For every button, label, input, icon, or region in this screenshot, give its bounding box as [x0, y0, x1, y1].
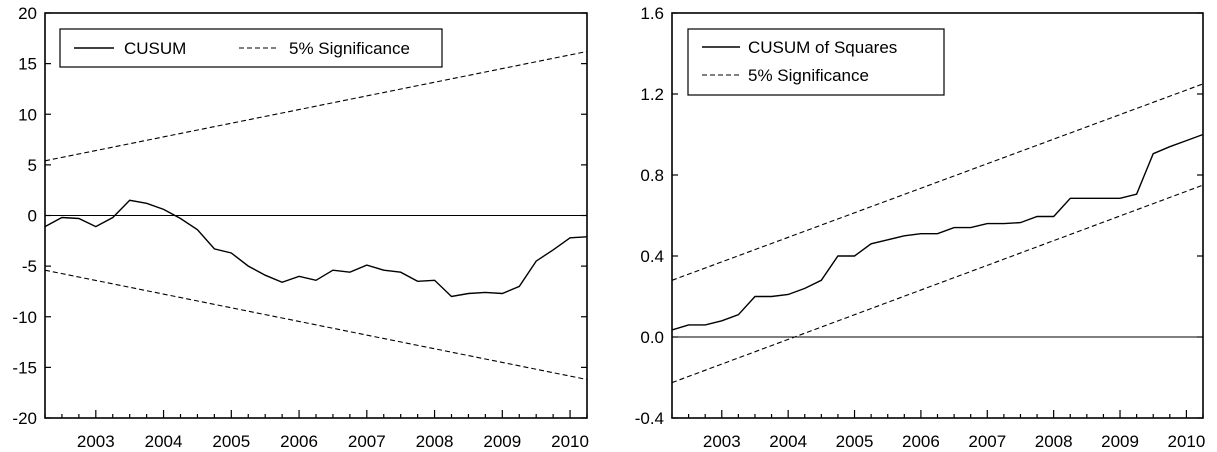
y-tick-label: 10: [18, 105, 37, 124]
cusum-chart: 20 15 10 5 0 -5 -10 -15 -20 2003 2004 2005 2006 2007 2…: [12, 4, 589, 451]
lower-significance-bound: [44, 269, 588, 381]
x-tick-label: 2003: [703, 432, 741, 451]
legend: CUSUM 5% Significance: [59, 28, 443, 68]
x-tick-label: 2006: [902, 432, 940, 451]
x-tick-label: 2010: [551, 432, 589, 451]
legend-box: [687, 28, 945, 96]
legend-label: CUSUM of Squares: [748, 38, 897, 57]
y-tick-label: 0.8: [640, 166, 664, 185]
y-tick-label: 15: [18, 55, 37, 74]
y-tick-label: -5: [22, 257, 37, 276]
x-tick-label: 2004: [769, 432, 807, 451]
x-tick-label: 2007: [348, 432, 386, 451]
x-tick-label: 2005: [836, 432, 874, 451]
y-tick-label: 0.4: [640, 247, 664, 266]
plot-frame: [44, 12, 588, 419]
plot-frame: [671, 12, 1204, 419]
legend-label: CUSUM: [124, 39, 186, 58]
y-tick-label: 1.2: [640, 85, 664, 104]
legend-label: 5% Significance: [748, 66, 869, 85]
y-tick-label: 1.6: [640, 4, 664, 23]
x-tick-label: 2004: [145, 432, 183, 451]
legend: CUSUM of Squares 5% Significance: [687, 28, 945, 96]
y-tick-label: -10: [12, 308, 37, 327]
upper-significance-bound: [44, 50, 588, 162]
x-tick-label: 2009: [1101, 432, 1139, 451]
cusum-of-squares-chart: 1.6 1.2 0.8 0.4 0.0 -0.4 2003 2004 2005 2006 2007 2…: [635, 4, 1206, 451]
y-tick-label: 5: [28, 156, 37, 175]
y-tick-label: -15: [12, 358, 37, 377]
legend-label: 5% Significance: [289, 39, 410, 58]
x-tick-label: 2005: [212, 432, 250, 451]
x-tick-label: 2006: [280, 432, 318, 451]
y-tick-label: 0: [28, 207, 37, 226]
y-tick-label: -0.4: [635, 409, 664, 428]
y-tick-label: -20: [12, 409, 37, 428]
y-tick-label: 0.0: [640, 328, 664, 347]
x-tick-label: 2008: [1035, 432, 1073, 451]
cusum-series-line: [44, 199, 588, 298]
upper-significance-bound: [671, 83, 1204, 281]
x-tick-label: 2008: [416, 432, 454, 451]
x-tick-label: 2010: [1167, 432, 1205, 451]
y-tick-label: 20: [18, 4, 37, 23]
lower-significance-bound: [671, 184, 1204, 384]
x-tick-label: 2003: [77, 432, 115, 451]
x-tick-label: 2009: [483, 432, 521, 451]
x-tick-label: 2007: [968, 432, 1006, 451]
cusum-series-line: [671, 133, 1204, 331]
